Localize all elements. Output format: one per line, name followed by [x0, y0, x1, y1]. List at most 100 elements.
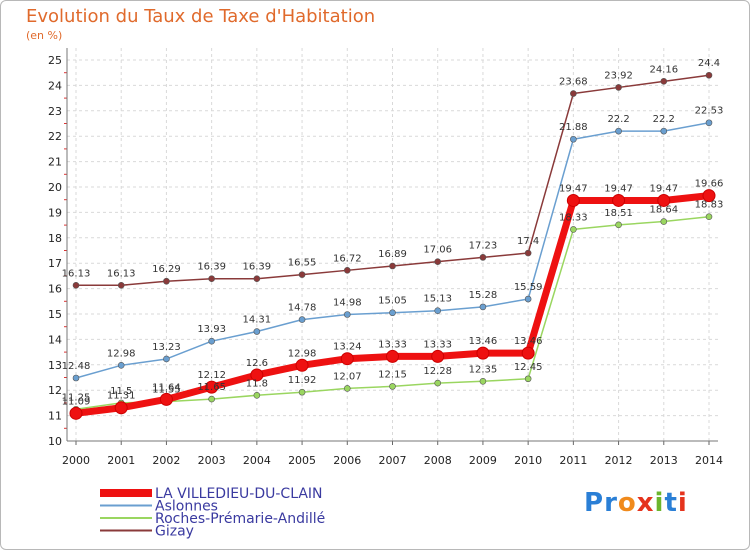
- legend: LA VILLEDIEU-DU-CLAINAslonnesRoches-Prém…: [100, 486, 325, 540]
- data-point: [521, 346, 535, 360]
- data-label: 12.35: [469, 364, 498, 375]
- data-point: [208, 337, 215, 345]
- logo-letter: i: [654, 488, 665, 518]
- grid: [67, 48, 718, 442]
- x-tick-label: 2011: [559, 454, 587, 467]
- data-label: 11.09: [62, 396, 91, 407]
- x-tick-label: 2001: [107, 454, 135, 467]
- data-label: 15.59: [514, 282, 543, 293]
- data-point: [524, 295, 532, 303]
- data-label: 11.65: [197, 382, 226, 393]
- data-point: [705, 71, 713, 79]
- data-label: 19.47: [559, 183, 588, 194]
- y-tick-label: 18: [48, 232, 62, 245]
- x-tick-label: 2006: [333, 454, 361, 467]
- x-tick-label: 2014: [695, 454, 723, 467]
- data-label: 22.2: [653, 114, 675, 125]
- data-point: [389, 383, 396, 390]
- x-tick-label: 2007: [379, 454, 407, 467]
- data-label: 22.53: [695, 106, 724, 117]
- data-label: 16.39: [197, 262, 226, 273]
- data-point: [612, 193, 626, 207]
- axes: 10 11 12 13 14 15 16 17 18 19 20 21 22 23 24 25 2000 2001…: [48, 48, 723, 467]
- y-tick-label: 23: [48, 105, 62, 118]
- y-tick-label: 11: [48, 410, 62, 423]
- logo-letter: x: [636, 488, 655, 518]
- data-point: [69, 406, 83, 420]
- data-label: 14.31: [243, 315, 272, 326]
- data-point: [208, 395, 215, 403]
- y-tick-label: 13: [48, 359, 62, 372]
- data-label: 24.16: [649, 64, 678, 75]
- data-point: [386, 349, 399, 363]
- data-point: [524, 375, 532, 383]
- data-label: 22.2: [607, 114, 629, 125]
- data-point: [660, 218, 668, 225]
- legend-label: Aslonnes: [155, 499, 218, 515]
- data-point: [163, 277, 170, 285]
- data-point: [524, 249, 532, 257]
- y-tick-label: 10: [48, 435, 62, 448]
- data-point: [208, 275, 215, 282]
- data-label: 12.98: [107, 348, 136, 359]
- data-point: [340, 352, 354, 366]
- data-label: 13.33: [378, 339, 407, 350]
- legend-label: Gizay: [155, 524, 194, 540]
- data-label: 12.15: [378, 369, 407, 380]
- y-tick-label: 14: [48, 333, 62, 346]
- y-tick-label: 25: [48, 54, 62, 67]
- data-point: [298, 271, 306, 278]
- data-label: 12.6: [246, 358, 268, 369]
- data-point: [705, 119, 713, 127]
- x-tick-label: 2003: [198, 454, 226, 467]
- data-label: 13.46: [469, 336, 498, 347]
- data-label: 11.31: [107, 391, 136, 402]
- data-label: 15.28: [469, 290, 498, 301]
- data-point: [253, 391, 261, 399]
- data-point: [479, 254, 487, 261]
- data-point: [205, 380, 219, 394]
- data-label: 17.4: [517, 236, 539, 247]
- y-tick-label: 16: [48, 283, 62, 296]
- y-tick-label: 21: [48, 156, 62, 169]
- logo-letter: P: [584, 488, 605, 518]
- data-label: 13.23: [152, 342, 181, 353]
- data-label: 13.24: [333, 342, 362, 353]
- data-point: [114, 401, 128, 415]
- data-point: [343, 267, 351, 274]
- data-label: 12.28: [423, 366, 452, 377]
- data-point: [389, 309, 396, 317]
- data-point: [159, 392, 173, 406]
- data-label: 18.83: [695, 200, 724, 211]
- data-point: [72, 374, 80, 382]
- data-point: [434, 379, 442, 387]
- data-point: [570, 90, 577, 97]
- data-label: 15.05: [378, 296, 407, 307]
- data-label: 12.07: [333, 371, 362, 382]
- data-label: 18.33: [559, 212, 588, 223]
- series-layer: [69, 71, 716, 420]
- data-label: 16.29: [152, 264, 181, 275]
- data-label: 16.13: [107, 268, 136, 279]
- data-label: 17.23: [469, 240, 498, 251]
- data-point: [72, 281, 80, 289]
- data-label: 14.78: [288, 303, 317, 314]
- data-point: [705, 213, 713, 221]
- data-label: 13.33: [423, 339, 452, 350]
- data-point: [657, 193, 671, 207]
- data-point: [702, 189, 716, 203]
- data-label: 12.12: [197, 370, 226, 381]
- data-label: 15.13: [423, 294, 452, 305]
- data-point: [570, 135, 577, 143]
- data-point: [253, 275, 261, 282]
- data-label: 23.92: [604, 70, 633, 81]
- data-label: 13.93: [197, 324, 226, 335]
- data-point: [615, 84, 622, 91]
- data-point: [343, 311, 351, 318]
- x-tick-label: 2009: [469, 454, 497, 467]
- y-tick-label: 24: [48, 79, 62, 92]
- x-tick-label: 2013: [650, 454, 678, 467]
- data-point: [298, 388, 306, 396]
